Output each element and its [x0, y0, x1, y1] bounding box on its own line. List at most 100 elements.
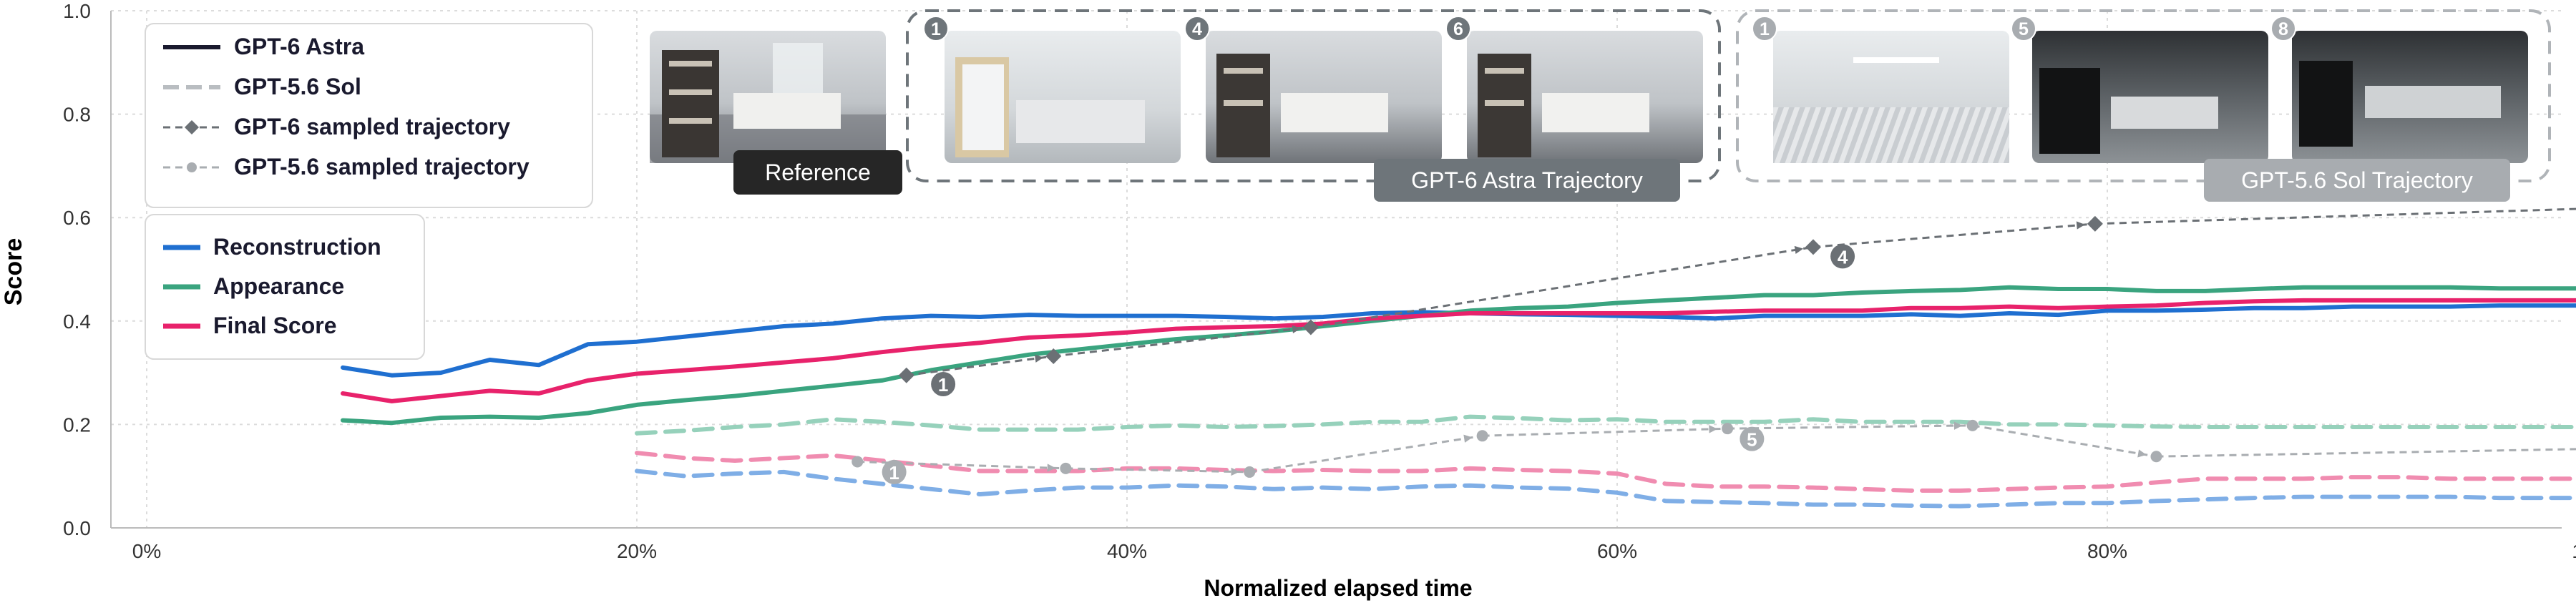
legend-model-entry: GPT-5.6 Sol [163, 74, 361, 99]
sol-thumb-1 [1773, 31, 2009, 163]
thumb-step-label: 6 [1453, 19, 1463, 39]
y-tick-label: 1.0 [63, 0, 91, 22]
legend-model-entry: GPT-6 sampled trajectory [163, 114, 510, 139]
legend-model-entry: GPT-6 Astra [163, 34, 364, 59]
trajectory-point [2150, 451, 2162, 463]
legend-marker [185, 120, 199, 134]
y-tick-label: 0.0 [63, 517, 91, 539]
legend-metrics: Reconstruction Appearance Final Score [145, 214, 425, 360]
thumb-step-label: 4 [1192, 19, 1202, 39]
legend-models: GPT-6 Astra GPT-5.6 Sol GPT-6 sampled traj… [145, 23, 593, 208]
legend-metric-label: Appearance [213, 273, 344, 299]
series-reconstruction-sol [635, 469, 2576, 509]
sol-trajectory-badge [2204, 159, 2510, 202]
legend-metric-entry: Appearance [163, 273, 344, 299]
trajectory-segment [2156, 448, 2576, 458]
reference-label: Reference [765, 160, 871, 185]
series-final-score-sol [635, 451, 2576, 493]
legend-metric-label: Reconstruction [213, 234, 381, 260]
series-final-score-astra [341, 298, 2576, 403]
astra-trajectory-badge [1374, 159, 1680, 202]
y-tick-label: 0.4 [63, 310, 91, 333]
trajectory-point [1045, 348, 1062, 364]
trajectory-arrow [1463, 434, 1473, 443]
thumb-step-badge [2270, 16, 2296, 41]
astra-thumb-1 [945, 31, 1181, 163]
trajectory-segment [1053, 325, 1312, 358]
legend-metric-entry: Final Score [163, 313, 337, 338]
trajectory-arrow [1292, 325, 1301, 333]
thumb-step-badge [1184, 16, 1210, 41]
series-lines [341, 285, 2576, 509]
thumb-step-label: 1 [1760, 19, 1770, 39]
trajectory-point [1966, 419, 1979, 431]
astra-thumb-6 [1467, 31, 1703, 163]
y-axis-label: Score [0, 238, 27, 306]
trajectory-segment [1482, 427, 1728, 437]
x-tick-label: 100% [2572, 540, 2576, 562]
trajectory-point [1722, 423, 1734, 435]
trajectory-point [1805, 239, 1821, 255]
step-badge [882, 459, 907, 484]
trajectory-segment [1065, 467, 1250, 474]
sol-trajectory-panel: 1 5 8 GPT-5.6 Sol Trajectory [1736, 9, 2551, 202]
trajectory-arrow [1047, 464, 1056, 472]
trajectory-segment [1249, 434, 1483, 474]
step-badge-label: 1 [938, 374, 948, 396]
y-tick-label: 0.2 [63, 413, 91, 436]
trajectory-point [1060, 462, 1072, 474]
thumb-step-label: 8 [2278, 19, 2288, 39]
trajectory-point [898, 367, 914, 383]
thumb-step-label: 5 [2019, 19, 2029, 39]
trajectory-arrow [1794, 245, 1804, 255]
legend-marker [187, 162, 197, 172]
step-badge-label: 4 [1838, 246, 1848, 268]
legend-metric-label: Final Score [213, 313, 337, 338]
trajectory-arrow [2076, 221, 2085, 230]
trajectory-point [2087, 215, 2103, 232]
x-tick-label: 60% [1597, 540, 1637, 562]
legend-metric-entry: Reconstruction [163, 234, 381, 260]
astra-thumb-4 [1206, 31, 1442, 163]
trajectory-segment [857, 460, 1066, 470]
step-badge [1740, 426, 1765, 451]
y-tick-label: 0.8 [63, 104, 91, 126]
trajectory-arrow [1953, 421, 1963, 430]
reference-thumbnail: Reference [650, 31, 902, 195]
series-appearance-astra [341, 285, 2576, 426]
sol-trajectory-label: GPT-5.6 Sol Trajectory [2241, 167, 2473, 193]
astra-trajectory-panel: 1 4 6 GPT-6 Astra Trajectory [906, 9, 1721, 202]
y-tick-label: 0.6 [63, 207, 91, 229]
trajectory-segment [1727, 424, 1973, 430]
step-badge-label: 1 [889, 462, 899, 484]
thumb-step-badge [1752, 16, 1777, 41]
thumb-step-badge [2011, 16, 2036, 41]
trajectory-segment [1972, 424, 2157, 458]
x-tick-label: 80% [2087, 540, 2127, 562]
sol-thumb-8 [2292, 31, 2528, 163]
x-tick-label: 40% [1107, 540, 1147, 562]
trajectories: 146158 [852, 207, 2576, 484]
trajectory-arrow [1231, 467, 1240, 476]
thumb-step-badge [1445, 16, 1471, 41]
x-tick-label: 0% [132, 540, 161, 562]
trajectory-arrow [1035, 354, 1044, 363]
thumb-step-badge [923, 16, 949, 41]
sol-thumb-5 [2032, 31, 2268, 163]
legend-model-label: GPT-5.6 sampled trajectory [234, 154, 530, 180]
trajectory-point [1476, 430, 1488, 442]
trajectory-arrow [1709, 425, 1718, 433]
legend-model-label: GPT-5.6 Sol [234, 74, 361, 99]
step-badge [1830, 244, 1855, 269]
legend-model-label: GPT-6 Astra [234, 34, 364, 59]
thumb-step-label: 1 [931, 19, 941, 39]
legend-model-label: GPT-6 sampled trajectory [234, 114, 510, 139]
step-badge-label: 5 [1747, 429, 1757, 451]
trajectory-point [1244, 466, 1256, 478]
trajectory-segment [906, 355, 1054, 377]
series-appearance-sol [635, 414, 2576, 436]
x-tick-label: 20% [617, 540, 657, 562]
reference-badge [733, 150, 902, 195]
